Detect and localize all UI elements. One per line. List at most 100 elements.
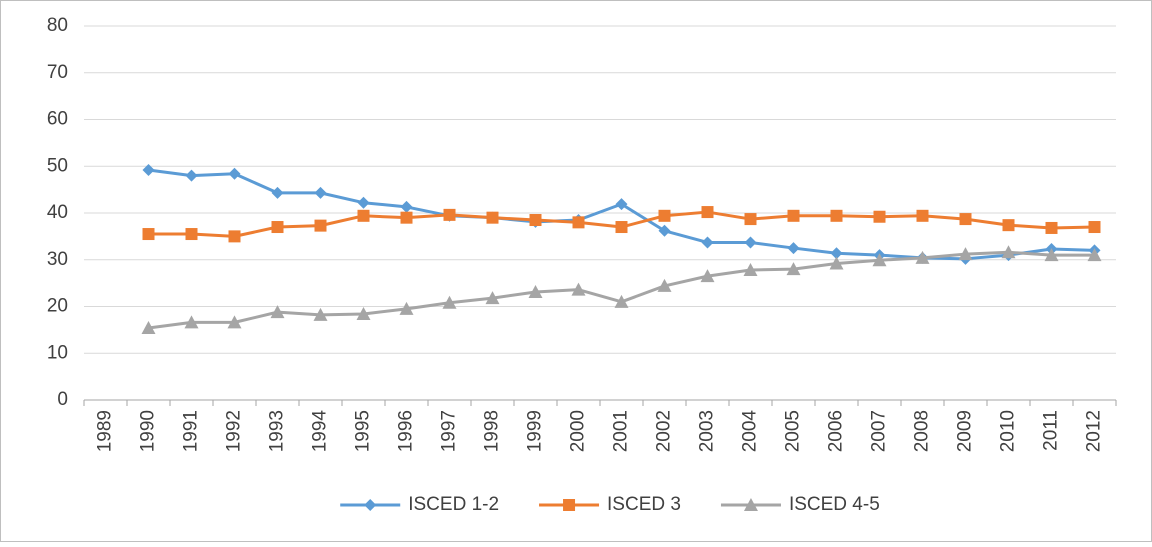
marker <box>271 221 284 234</box>
legend-label: ISCED 3 <box>607 494 681 515</box>
marker <box>701 236 714 249</box>
x-tick-label: 2001 <box>611 410 632 452</box>
marker <box>614 294 629 308</box>
y-tick-label: 10 <box>47 342 68 363</box>
legend-marker <box>364 499 377 511</box>
marker <box>400 211 413 224</box>
marker <box>228 230 241 243</box>
marker <box>1087 248 1102 262</box>
x-tick-label: 2007 <box>869 410 890 452</box>
x-tick-label: 1990 <box>138 410 159 452</box>
y-tick-label: 70 <box>47 62 68 83</box>
marker <box>228 167 241 180</box>
x-tick-label: 1999 <box>525 410 546 452</box>
marker <box>916 209 929 222</box>
marker <box>873 210 886 223</box>
x-tick-label: 2004 <box>740 410 761 453</box>
marker <box>872 253 887 267</box>
x-tick-label: 2002 <box>654 410 675 452</box>
marker <box>270 305 285 319</box>
y-tick-label: 0 <box>57 389 68 410</box>
marker <box>657 278 672 292</box>
marker <box>184 315 199 329</box>
marker <box>786 262 801 276</box>
legend-marker <box>563 499 576 511</box>
marker <box>787 209 800 222</box>
x-tick-label: 1989 <box>95 410 116 452</box>
marker <box>443 208 456 221</box>
marker <box>744 236 757 249</box>
marker <box>1001 245 1016 259</box>
x-tick-label: 1993 <box>267 410 288 452</box>
marker <box>271 186 284 199</box>
marker <box>529 214 542 227</box>
marker <box>787 242 800 255</box>
marker <box>400 200 413 213</box>
y-tick-label: 30 <box>47 249 68 270</box>
marker <box>830 209 843 222</box>
marker <box>185 169 198 182</box>
x-tick-label: 2006 <box>826 410 847 452</box>
x-tick-label: 2003 <box>697 410 718 452</box>
x-tick-label: 1994 <box>310 410 331 453</box>
marker <box>356 306 371 320</box>
marker <box>1044 248 1059 262</box>
marker <box>528 285 543 299</box>
marker <box>959 213 972 226</box>
x-tick-label: 1992 <box>224 410 245 452</box>
marker <box>658 209 671 222</box>
legend-label: ISCED 1-2 <box>408 494 499 515</box>
x-tick-label: 2012 <box>1084 410 1105 452</box>
marker <box>743 263 758 277</box>
y-tick-label: 50 <box>47 155 68 176</box>
marker <box>313 307 328 321</box>
marker <box>830 247 843 260</box>
marker <box>829 256 844 270</box>
x-tick-label: 1997 <box>439 410 460 452</box>
marker <box>571 282 586 296</box>
marker <box>227 315 242 329</box>
marker <box>915 250 930 264</box>
y-tick-label: 60 <box>47 109 68 130</box>
marker <box>658 224 671 237</box>
marker <box>615 221 628 234</box>
y-tick-label: 20 <box>47 296 68 317</box>
marker <box>615 198 628 211</box>
y-tick-label: 80 <box>47 15 68 36</box>
marker <box>1088 221 1101 234</box>
legend-label: ISCED 4-5 <box>789 494 880 515</box>
marker <box>1002 219 1015 232</box>
marker <box>700 269 715 283</box>
marker <box>701 206 714 219</box>
marker <box>1045 221 1058 234</box>
y-tick-label: 40 <box>47 202 68 223</box>
marker <box>357 209 370 222</box>
marker <box>141 321 156 335</box>
marker <box>314 186 327 199</box>
marker <box>572 216 585 229</box>
marker <box>142 228 155 241</box>
legend-marker <box>743 498 758 511</box>
marker <box>486 211 499 224</box>
marker <box>958 247 973 261</box>
marker <box>485 291 500 305</box>
marker <box>142 163 155 176</box>
x-tick-label: 2008 <box>912 410 933 452</box>
x-tick-label: 2000 <box>568 410 589 452</box>
x-tick-label: 2011 <box>1041 410 1062 451</box>
x-tick-label: 1991 <box>181 410 202 452</box>
marker <box>314 219 327 232</box>
marker <box>442 295 457 309</box>
x-tick-label: 1998 <box>482 410 503 452</box>
marker <box>744 213 757 226</box>
marker <box>185 228 198 241</box>
x-tick-label: 1996 <box>396 410 417 452</box>
marker <box>357 196 370 209</box>
x-tick-label: 2005 <box>783 410 804 452</box>
x-tick-label: 2009 <box>955 410 976 452</box>
x-tick-label: 2010 <box>998 410 1019 452</box>
x-tick-label: 1995 <box>353 410 374 452</box>
marker <box>399 301 414 315</box>
